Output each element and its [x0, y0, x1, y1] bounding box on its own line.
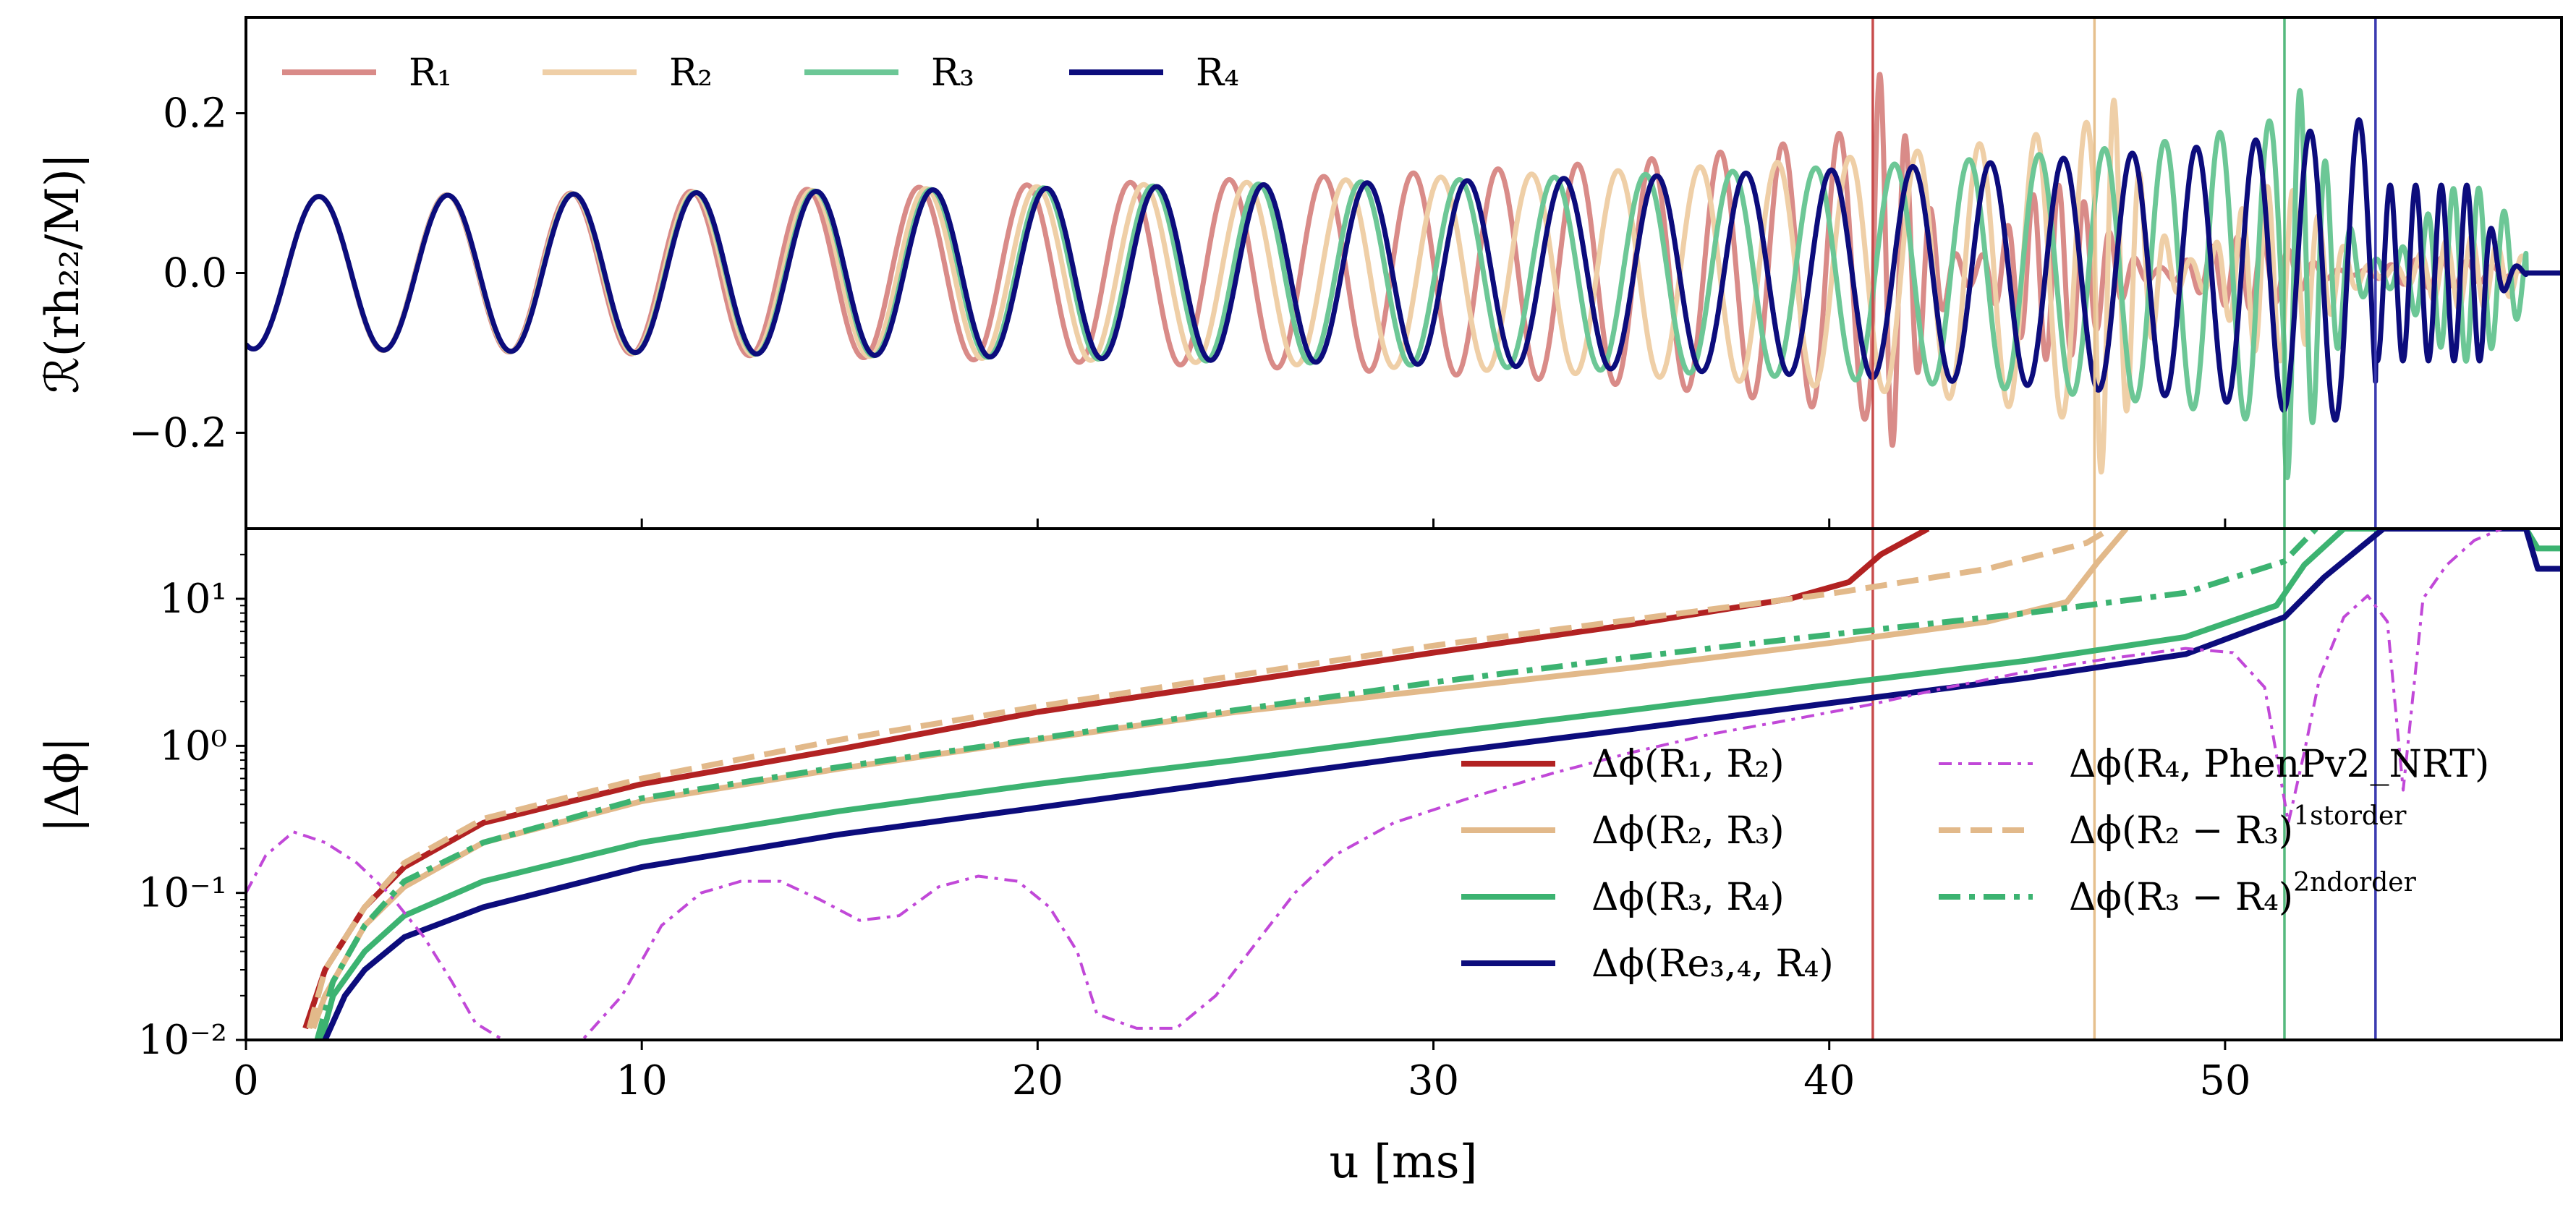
bottom-x-tick-label: 10	[616, 1057, 668, 1104]
bottom-x-tick-label: 20	[1012, 1057, 1063, 1104]
bottom-phase-panel: 10⁻² 10⁻¹ 10⁰ 10¹ 0 10 20 30 40 50 |Δϕ| u [ms] Δ…	[36, 519, 2563, 1189]
top-waveform-panel: −0.2 0.0 0.2 ℛ(rh₂₂/M)| R₁ R₂ R₃ R₄	[36, 16, 2563, 1040]
bottom-legend-label: Δϕ(R₁, R₂)	[1591, 743, 1785, 786]
phase-series-7	[314, 529, 2318, 1040]
top-series-group	[246, 72, 2562, 480]
bottom-legend: Δϕ(R₁, R₂) Δϕ(R₂, R₃) Δϕ(R₃, R₄) Δϕ(Re₃,₄, …	[1461, 743, 2489, 986]
top-y-tick-label: 0.2	[163, 90, 227, 137]
bottom-legend-label: Δϕ(R₂, R₃)	[1591, 809, 1785, 853]
bottom-legend-label: Δϕ(R₄, PhenPv2_NRT)	[2069, 743, 2489, 786]
top-legend-label: R₂	[669, 51, 713, 95]
bottom-legend-superscript: 2ndorder	[2293, 868, 2416, 897]
bottom-y-tick-label: 10⁻²	[138, 1017, 227, 1064]
bottom-x-axis-label: u [ms]	[1329, 1135, 1477, 1189]
bottom-x-tick-label: 40	[1803, 1057, 1855, 1104]
phase-series-6	[306, 529, 2112, 1029]
top-y-tick-label: 0.0	[163, 250, 227, 297]
bottom-x-tick-label: 30	[1408, 1057, 1459, 1104]
phase-series-5	[246, 529, 2522, 1040]
top-legend-label: R₄	[1196, 51, 1239, 95]
top-y-axis-label: ℛ(rh₂₂/M)|	[36, 153, 90, 394]
top-y-tick-label: −0.2	[129, 409, 227, 456]
bottom-y-axis-label: |Δϕ|	[36, 737, 90, 833]
bottom-y-tick-label: 10⁻¹	[138, 870, 227, 917]
bottom-legend-label: Δϕ(R₂ − R₃)1storder	[2069, 801, 2407, 853]
phase-series-3	[318, 529, 2562, 1040]
bottom-x-tick-label: 0	[233, 1057, 259, 1104]
phase-series-1	[302, 529, 1930, 1030]
bottom-y-ticks: 10⁻² 10⁻¹ 10⁰ 10¹	[138, 553, 246, 1064]
bottom-legend-superscript: 1storder	[2293, 801, 2407, 831]
phase-series-4	[322, 529, 2562, 1040]
bottom-legend-label: Δϕ(Re₃,₄, R₄)	[1591, 942, 1834, 986]
bottom-series-group	[246, 529, 2562, 1040]
top-y-ticks: −0.2 0.0 0.2	[129, 90, 246, 456]
top-legend-label: R₃	[931, 51, 974, 95]
bottom-y-tick-label: 10⁰	[159, 722, 227, 769]
waveform-series-r-4	[246, 117, 2562, 423]
top-legend-label: R₁	[409, 51, 452, 95]
bottom-legend-label: Δϕ(R₃, R₄)	[1591, 876, 1785, 919]
bottom-legend-label: Δϕ(R₃ − R₄)2ndorder	[2069, 868, 2417, 919]
bottom-x-ticks: 0 10 20 30 40 50	[233, 519, 2251, 1104]
bottom-x-tick-label: 50	[2199, 1057, 2250, 1104]
bottom-y-tick-label: 10¹	[159, 576, 227, 623]
bottom-axes-frame	[245, 527, 2563, 1041]
top-legend: R₁ R₂ R₃ R₄	[282, 51, 1239, 95]
